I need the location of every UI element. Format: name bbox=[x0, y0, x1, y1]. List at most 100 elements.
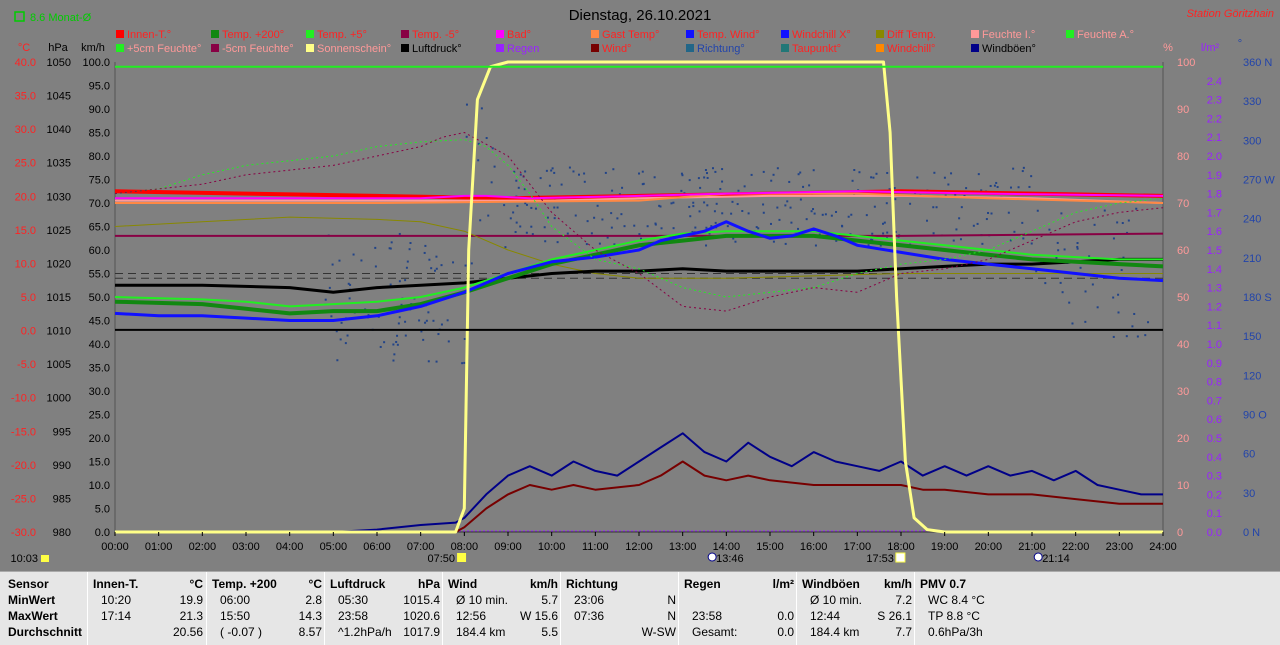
x-axis: 00:00 01:00 02:00 03:00 04:00 05:00 06:00 07:00… bbox=[101, 532, 1177, 553]
legend-label-4: Bad° bbox=[507, 29, 531, 41]
direction-point-132 bbox=[553, 217, 556, 220]
direction-point-217 bbox=[799, 198, 802, 201]
direction-point-194 bbox=[835, 210, 838, 213]
stats-unit: km/h bbox=[883, 577, 912, 591]
rain-tick-7: 1.7 bbox=[1207, 207, 1222, 219]
stats-cell-label: Durchschnitt bbox=[8, 625, 83, 639]
legend-swatch-4 bbox=[496, 30, 504, 38]
direction-point-293 bbox=[544, 240, 547, 243]
direction-point-224 bbox=[524, 170, 527, 173]
direction-point-231 bbox=[339, 338, 342, 341]
direction-point-397 bbox=[1116, 221, 1119, 224]
rain-tick-24: 0.0 bbox=[1207, 527, 1222, 539]
series-line-4 bbox=[115, 232, 1164, 237]
direction-point-268 bbox=[447, 340, 450, 343]
direction-point-93 bbox=[947, 183, 950, 186]
direction-point-319 bbox=[1009, 239, 1012, 242]
stats-separator-3 bbox=[324, 572, 325, 645]
direction-point-106 bbox=[577, 173, 580, 176]
direction-point-99 bbox=[886, 231, 889, 234]
direction-point-390 bbox=[858, 171, 861, 174]
direction-point-21 bbox=[390, 241, 393, 244]
direction-point-60 bbox=[734, 240, 737, 243]
direction-point-402 bbox=[705, 226, 708, 229]
stats-cell-label: MaxWert bbox=[8, 609, 58, 623]
direction-point-36 bbox=[548, 184, 551, 187]
direction-point-219 bbox=[400, 303, 403, 306]
hpa-tick-0: 1050 bbox=[47, 57, 71, 69]
direction-point-31 bbox=[688, 205, 691, 208]
direction-point-338 bbox=[965, 187, 968, 190]
direction-point-303 bbox=[435, 255, 438, 258]
direction-point-201 bbox=[952, 239, 955, 242]
stats-cell-value: 8.57 bbox=[298, 625, 322, 639]
celsius-tick-14: -30.0 bbox=[11, 527, 36, 539]
legend-swatch-11 bbox=[116, 44, 124, 52]
direction-point-0 bbox=[731, 200, 734, 203]
stats-unit: l/m² bbox=[772, 577, 794, 591]
direction-point-286 bbox=[802, 185, 805, 188]
direction-point-95 bbox=[1056, 241, 1059, 244]
direction-point-47 bbox=[398, 232, 401, 235]
celsius-tick-3: 25.0 bbox=[15, 158, 36, 170]
direction-point-228 bbox=[435, 360, 438, 363]
axis-unit-kmh: km/h bbox=[81, 42, 105, 54]
stats-cell-label: Ø 10 min. bbox=[810, 593, 863, 607]
moonrise-icon bbox=[707, 552, 717, 562]
direction-point-256 bbox=[611, 189, 614, 192]
stats-cell-label: WC 8.4 °C bbox=[928, 593, 985, 607]
stats-unit: km/h bbox=[529, 577, 558, 591]
direction-point-114 bbox=[598, 242, 601, 245]
stats-cell-value: 20.56 bbox=[172, 625, 203, 639]
direction-point-382 bbox=[509, 217, 512, 220]
rain-tick-21: 0.3 bbox=[1207, 471, 1222, 483]
kmh-tick-8: 60.0 bbox=[89, 245, 110, 257]
percent-tick-4: 60 bbox=[1177, 245, 1189, 257]
direction-point-263 bbox=[1147, 321, 1150, 324]
direction-point-252 bbox=[1112, 335, 1115, 338]
direction-point-137 bbox=[434, 269, 437, 272]
legend-label-17: Richtung° bbox=[697, 43, 745, 55]
direction-point-379 bbox=[1084, 290, 1087, 293]
direction-point-367 bbox=[633, 224, 636, 227]
direction-point-58 bbox=[770, 179, 773, 182]
direction-point-116 bbox=[703, 201, 706, 204]
direction-point-315 bbox=[620, 213, 623, 216]
percent-tick-8: 20 bbox=[1177, 433, 1189, 445]
direction-point-1 bbox=[420, 330, 423, 333]
direction-point-112 bbox=[726, 225, 729, 228]
direction-point-73 bbox=[546, 216, 549, 219]
direction-point-287 bbox=[1076, 242, 1079, 245]
direction-point-49 bbox=[812, 208, 815, 211]
hpa-tick-4: 1030 bbox=[47, 191, 71, 203]
hpa-tick-14: 980 bbox=[53, 527, 71, 539]
direction-point-70 bbox=[699, 186, 702, 189]
direction-point-302 bbox=[932, 232, 935, 235]
x-tick-23: 23:00 bbox=[1106, 541, 1134, 553]
stats-cell-value: 1017.9 bbox=[403, 625, 440, 639]
direction-point-292 bbox=[1135, 207, 1138, 210]
legend-label-1: Temp. +200° bbox=[222, 29, 284, 41]
direction-point-174 bbox=[847, 215, 850, 218]
direction-point-79 bbox=[772, 173, 775, 176]
direction-point-279 bbox=[1079, 266, 1082, 269]
direction-point-409 bbox=[799, 171, 802, 174]
stats-separator-5 bbox=[560, 572, 561, 645]
direction-point-309 bbox=[958, 217, 961, 220]
moonset-icon bbox=[1033, 552, 1043, 562]
celsius-tick-8: 0.0 bbox=[21, 326, 36, 338]
direction-point-380 bbox=[757, 227, 760, 230]
direction-point-305 bbox=[493, 165, 496, 168]
direction-point-104 bbox=[477, 159, 480, 162]
percent-tick-0: 100 bbox=[1177, 57, 1195, 69]
stats-cell-value: 19.9 bbox=[179, 593, 203, 607]
direction-point-371 bbox=[691, 230, 694, 233]
direction-point-312 bbox=[654, 223, 657, 226]
stats-column-4: Wind km/h Ø 10 min. 5.7 12:56 W 15.6 184.4 km 5… bbox=[448, 576, 558, 640]
percent-tick-9: 10 bbox=[1177, 480, 1189, 492]
stats-cell-label: MinWert bbox=[8, 593, 56, 607]
direction-point-34 bbox=[543, 226, 546, 229]
x-tick-2: 02:00 bbox=[189, 541, 217, 553]
direction-tick-10: 60 bbox=[1243, 449, 1255, 461]
direction-point-412 bbox=[516, 204, 519, 207]
